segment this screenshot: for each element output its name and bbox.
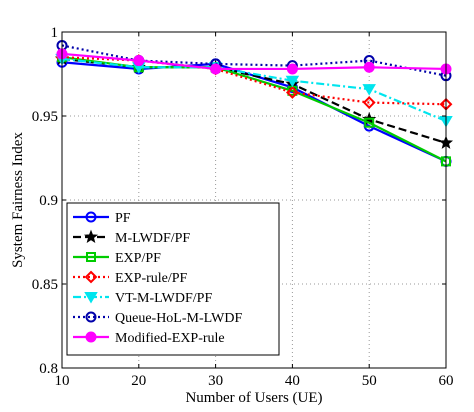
legend-item: PF	[73, 211, 131, 226]
x-tick-label: 40	[285, 373, 300, 389]
legend-marker	[84, 270, 98, 284]
y-tick-label: 0.95	[32, 109, 58, 125]
legend-label: M-LWDF/PF	[115, 231, 190, 246]
legend-item: VT-M-LWDF/PF	[73, 291, 212, 306]
x-tick-label: 20	[131, 373, 146, 389]
x-tick-label: 50	[362, 373, 377, 389]
legend-label: VT-M-LWDF/PF	[115, 291, 212, 306]
series-layer	[54, 39, 454, 167]
data-point	[363, 61, 375, 73]
data-point	[210, 63, 222, 75]
series-line	[61, 57, 447, 123]
legend-label: Modified-EXP-rule	[115, 331, 225, 346]
legend-label: PF	[115, 211, 131, 226]
series-line	[61, 52, 447, 71]
x-axis-label: Number of Users (UE)	[185, 390, 322, 406]
legend-label: EXP-rule/PF	[115, 271, 188, 286]
legend-item: EXP-rule/PF	[73, 270, 188, 286]
legend-marker	[85, 311, 97, 323]
legend-label: Queue-HoL-M-LWDF	[115, 311, 242, 326]
legend-marker	[85, 331, 97, 343]
legend-item: M-LWDF/PF	[73, 229, 190, 246]
legend-item: Queue-HoL-M-LWDF	[73, 311, 242, 326]
legend-box	[66, 202, 280, 356]
x-tick-label: 30	[208, 373, 223, 389]
data-point	[364, 117, 375, 128]
legend-marker	[84, 292, 98, 304]
data-point	[362, 96, 376, 109]
legend-item: Modified-EXP-rule	[73, 331, 225, 346]
data-point	[286, 63, 298, 75]
data-point	[285, 86, 299, 99]
legend-marker	[83, 229, 99, 243]
data-point	[362, 84, 376, 96]
ticks: 10 20 30 40 50 60 0.8 0.85 0.9 0.95 1	[32, 25, 454, 389]
legend-marker	[86, 252, 96, 262]
legend-marker	[85, 211, 97, 223]
y-tick-label: 0.9	[39, 193, 58, 209]
legend-item: EXP/PF	[73, 251, 161, 266]
y-axis-label: System Fairness Index	[10, 132, 26, 268]
y-tick-label: 1	[51, 25, 59, 41]
x-tick-label: 10	[55, 373, 70, 389]
y-tick-label: 0.8	[39, 361, 58, 377]
legend-label: EXP/PF	[115, 251, 161, 266]
data-point	[285, 75, 300, 88]
legend: PF M-LWDF/PF EXP/PF EXP-rule/PF VT-M-LWDF/PF…	[66, 202, 280, 356]
x-tick-label: 60	[439, 373, 454, 389]
y-tick-label: 0.85	[32, 277, 58, 293]
data-point	[133, 55, 145, 67]
series-line	[61, 44, 447, 77]
